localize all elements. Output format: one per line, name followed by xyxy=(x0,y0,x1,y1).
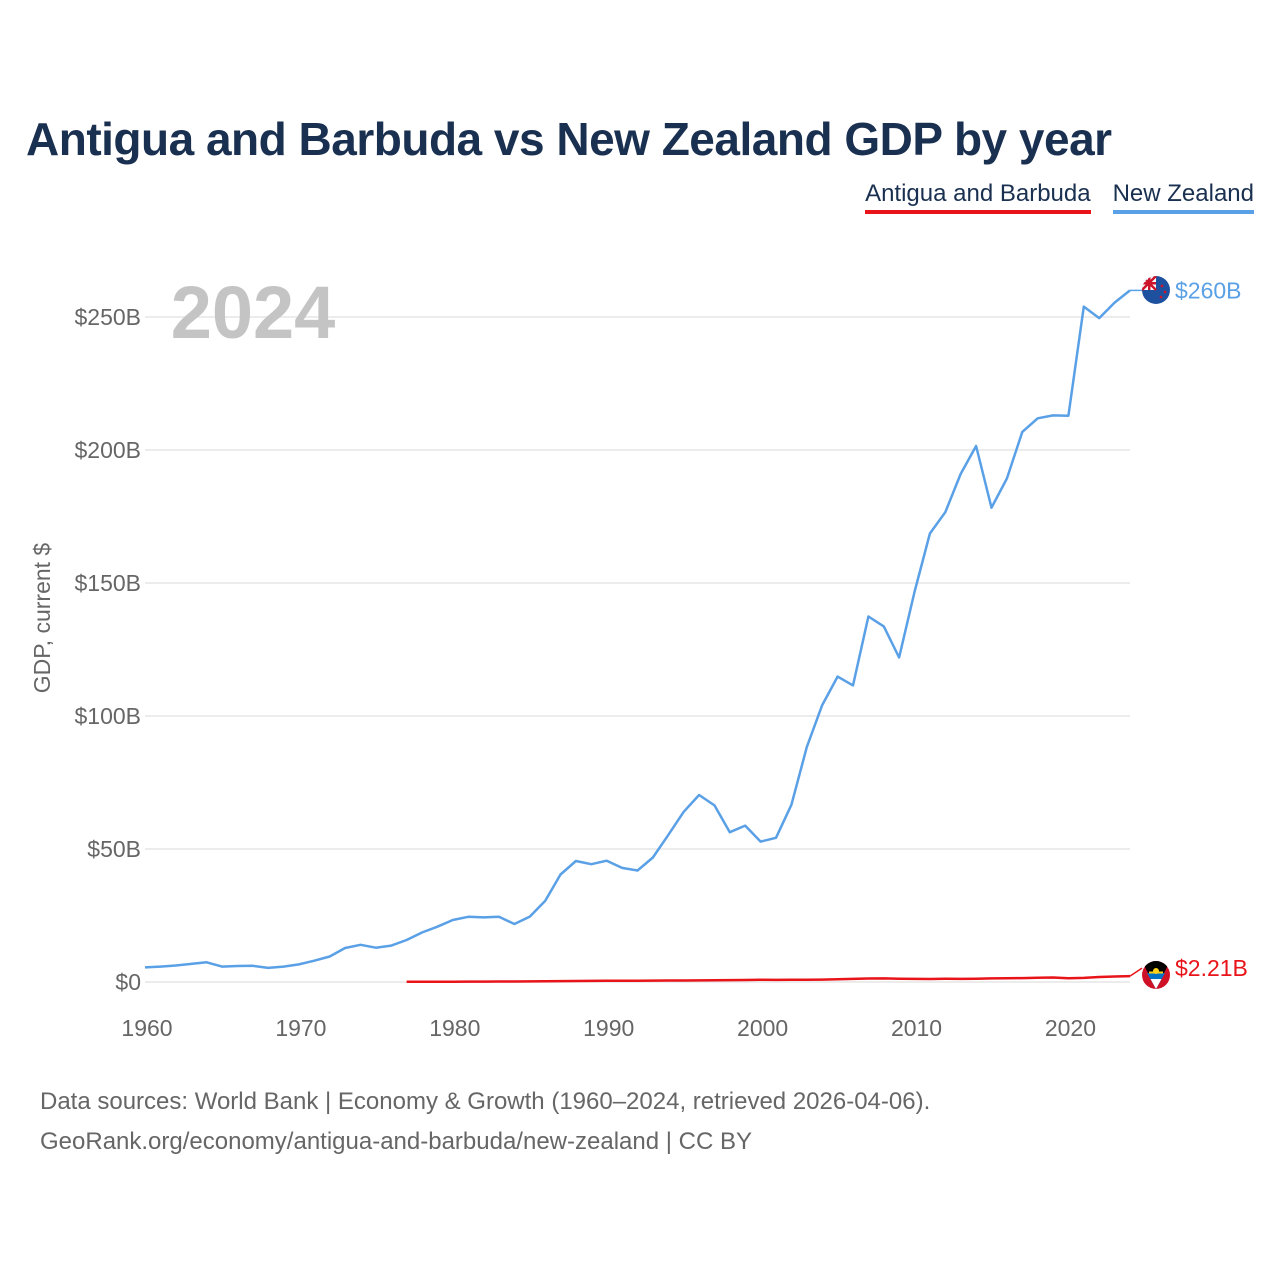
antigua-and-barbuda-flag-icon xyxy=(1142,961,1170,989)
x-tick-label: 1990 xyxy=(583,1015,634,1041)
x-tick-label: 1980 xyxy=(429,1015,480,1041)
y-tick-label: $150B xyxy=(74,570,141,596)
y-tick-label: $100B xyxy=(74,703,141,729)
legend-item-new-zealand[interactable]: New Zealand xyxy=(1112,180,1254,214)
x-tick-label: 2010 xyxy=(891,1015,942,1041)
y-axis-ticks: $0 $50B $100B $150B $200B $250B xyxy=(74,304,141,995)
footer: Data sources: World Bank | Economy & Gro… xyxy=(40,1082,930,1162)
legend-item-antigua-and-barbuda[interactable]: Antigua and Barbuda xyxy=(865,180,1091,214)
x-tick-label: 1960 xyxy=(121,1015,172,1041)
x-tick-label: 2000 xyxy=(737,1015,788,1041)
series-line-new-zealand xyxy=(144,289,1131,970)
x-tick-label: 1970 xyxy=(275,1015,326,1041)
x-tick-label: 2020 xyxy=(1045,1015,1096,1041)
y-tick-label: $200B xyxy=(74,437,141,463)
y-tick-label: $50B xyxy=(87,836,141,862)
end-label-connector xyxy=(1129,967,1143,977)
data-sources-note: Data sources: World Bank | Economy & Gro… xyxy=(40,1088,931,1115)
y-tick-label: $250B xyxy=(74,304,141,330)
end-value-label-new-zealand: $260B xyxy=(1175,277,1242,303)
chart-title: Antigua and Barbuda vs New Zealand GDP b… xyxy=(26,113,1112,165)
y-tick-label: $0 xyxy=(115,969,141,995)
end-value-label-antigua-and-barbuda: $2.21B xyxy=(1175,955,1248,981)
new-zealand-flag-icon xyxy=(1142,276,1170,304)
x-axis-ticks: 1960 1970 1980 1990 2000 2010 2020 xyxy=(121,1015,1096,1041)
legend: Antigua and Barbuda New Zealand xyxy=(865,180,1254,214)
year-label: 2024 xyxy=(171,271,336,354)
gridlines xyxy=(145,316,1130,983)
series-line-antigua-and-barbuda xyxy=(406,974,1131,984)
source-link[interactable]: GeoRank.org/economy/antigua-and-barbuda/… xyxy=(40,1128,752,1155)
y-axis-label: GDP, current $ xyxy=(29,543,55,694)
